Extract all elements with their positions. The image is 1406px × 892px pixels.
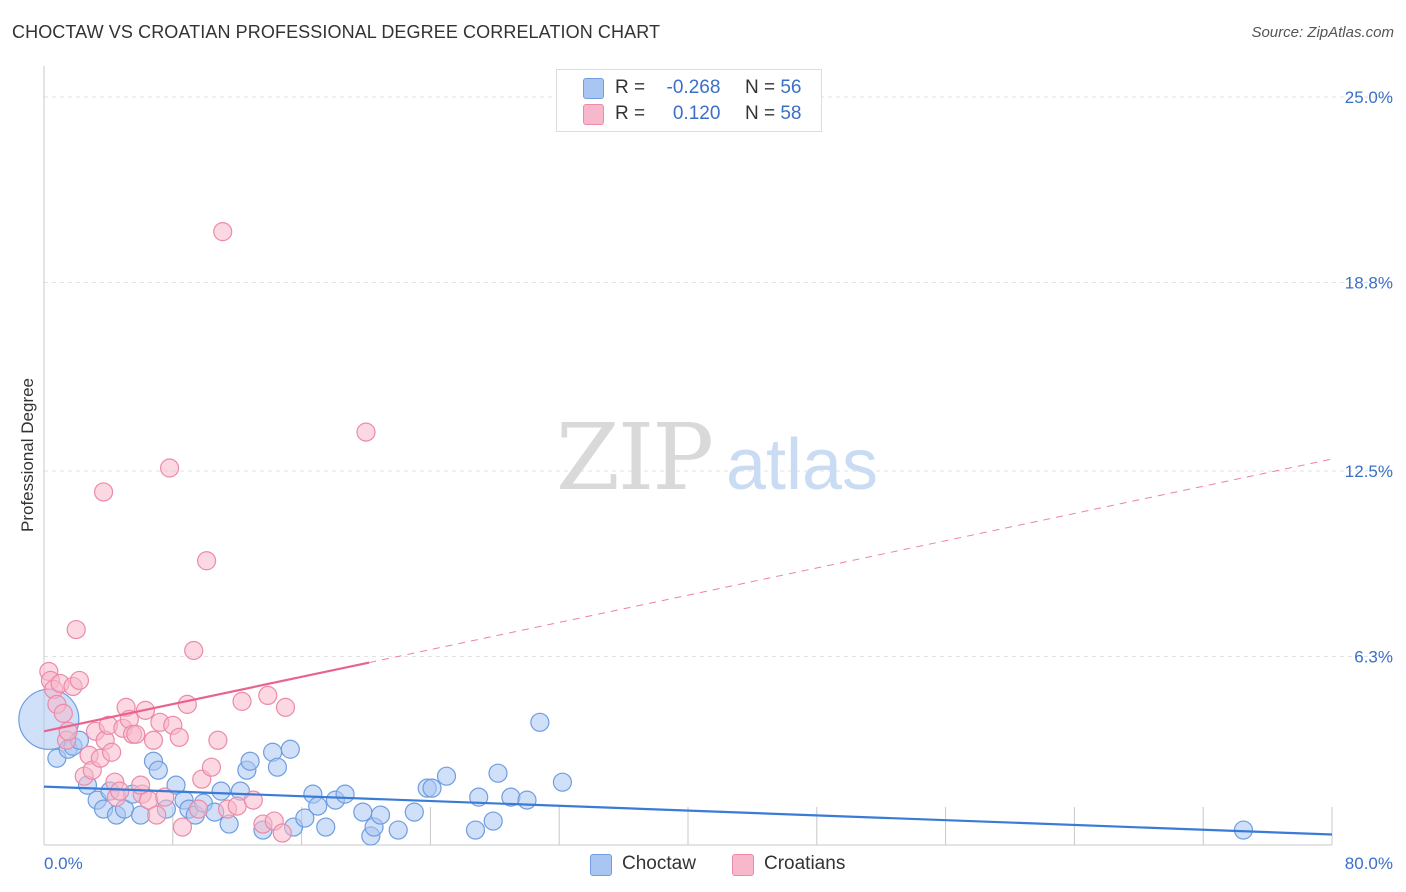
point-choctaw xyxy=(552,772,573,792)
point-choctaw xyxy=(295,808,315,828)
chart-title: CHOCTAW VS CROATIAN PROFESSIONAL DEGREE … xyxy=(12,22,661,42)
legend-n-value-croatians: 58 xyxy=(780,103,802,124)
point-choctaw xyxy=(388,820,408,840)
point-choctaw xyxy=(267,757,288,777)
point-croatians xyxy=(110,781,130,801)
legend-n-label: N = xyxy=(744,77,776,98)
point-croatians xyxy=(208,730,228,750)
legend-swatch-croatians xyxy=(583,104,604,125)
data-points xyxy=(18,222,1254,846)
point-choctaw xyxy=(422,778,442,798)
watermark-atlas: atlas xyxy=(726,425,878,505)
legend-swatch-choctaw xyxy=(583,78,604,99)
point-croatians xyxy=(227,796,247,816)
point-croatians xyxy=(102,742,122,762)
point-croatians xyxy=(69,670,90,691)
legend-text-croatians: R = 0.120 N = 58 xyxy=(615,103,801,125)
point-croatians xyxy=(155,787,175,807)
y-tick-label: 6.3% xyxy=(1354,648,1393,667)
point-croatians xyxy=(143,730,164,750)
point-croatians xyxy=(232,691,252,711)
legend-n-label: N = xyxy=(744,103,776,124)
point-croatians xyxy=(172,817,193,837)
point-choctaw xyxy=(335,784,355,804)
point-croatians xyxy=(147,805,167,825)
axes xyxy=(43,66,1333,846)
point-croatians xyxy=(258,685,278,706)
bottom-legend-label-choctaw: Choctaw xyxy=(622,853,696,874)
bottom-legend-swatch-croatians xyxy=(732,854,754,876)
source-label: Source: ZipAtlas.com xyxy=(1251,24,1394,41)
tick-labels: 6.3% 12.5% 18.8% 25.0% 0.0% 80.0% xyxy=(44,88,1393,873)
y-tick-label: 12.5% xyxy=(1345,462,1393,481)
x-tick-label-min: 0.0% xyxy=(44,854,83,873)
point-choctaw xyxy=(240,751,260,771)
point-choctaw xyxy=(517,790,537,810)
grid xyxy=(44,96,1392,658)
point-choctaw xyxy=(148,760,168,780)
point-croatians xyxy=(213,222,233,242)
point-choctaw xyxy=(404,802,424,822)
legend-r-label: R = xyxy=(615,103,646,124)
y-tick-label: 25.0% xyxy=(1345,88,1393,107)
bottom-legend-label-croatians: Croatians xyxy=(764,853,846,874)
point-croatians xyxy=(169,727,189,747)
point-choctaw xyxy=(465,820,486,840)
watermark-zip: ZIP xyxy=(556,404,712,511)
point-croatians xyxy=(66,619,86,640)
legend-r-value-choctaw: -0.268 xyxy=(666,77,721,98)
point-choctaw xyxy=(370,805,391,825)
legend-text-choctaw: R = -0.268 N = 56 xyxy=(615,77,801,99)
trend-line-choctaw xyxy=(43,785,1333,836)
point-choctaw xyxy=(316,817,336,837)
trend-line-croatians xyxy=(43,661,370,733)
point-croatians xyxy=(126,724,146,744)
trend-line-extension-croatians xyxy=(369,458,1333,664)
y-tick-label: 18.8% xyxy=(1345,274,1393,293)
x-tick-label-max: 80.0% xyxy=(1345,854,1393,873)
point-croatians xyxy=(184,640,204,661)
point-croatians xyxy=(93,482,114,502)
point-choctaw xyxy=(308,796,328,816)
point-choctaw xyxy=(436,766,457,786)
point-choctaw xyxy=(483,811,503,831)
point-choctaw xyxy=(166,775,186,795)
trend-lines xyxy=(43,458,1333,836)
point-choctaw xyxy=(353,802,373,822)
point-choctaw xyxy=(211,781,231,801)
point-choctaw xyxy=(488,763,508,783)
point-croatians xyxy=(177,694,197,714)
point-croatians xyxy=(272,823,292,843)
point-croatians xyxy=(188,799,209,819)
legend-r-value-croatians: 0.120 xyxy=(672,103,721,124)
legend-n-value-choctaw: 56 xyxy=(780,77,802,98)
point-croatians xyxy=(197,551,217,571)
point-croatians xyxy=(159,458,180,478)
watermark: ZIP atlas xyxy=(556,404,878,511)
point-croatians xyxy=(53,703,73,723)
point-croatians xyxy=(275,697,296,717)
correlation-legend: R = -0.268 N = 56 R = 0.120 N = 58 xyxy=(556,69,822,132)
bottom-legend-swatch-choctaw xyxy=(590,854,612,876)
point-choctaw xyxy=(280,739,300,759)
point-croatians xyxy=(356,422,376,442)
point-choctaw xyxy=(530,712,550,732)
legend-r-label: R = xyxy=(615,77,646,98)
point-croatians xyxy=(201,757,222,777)
